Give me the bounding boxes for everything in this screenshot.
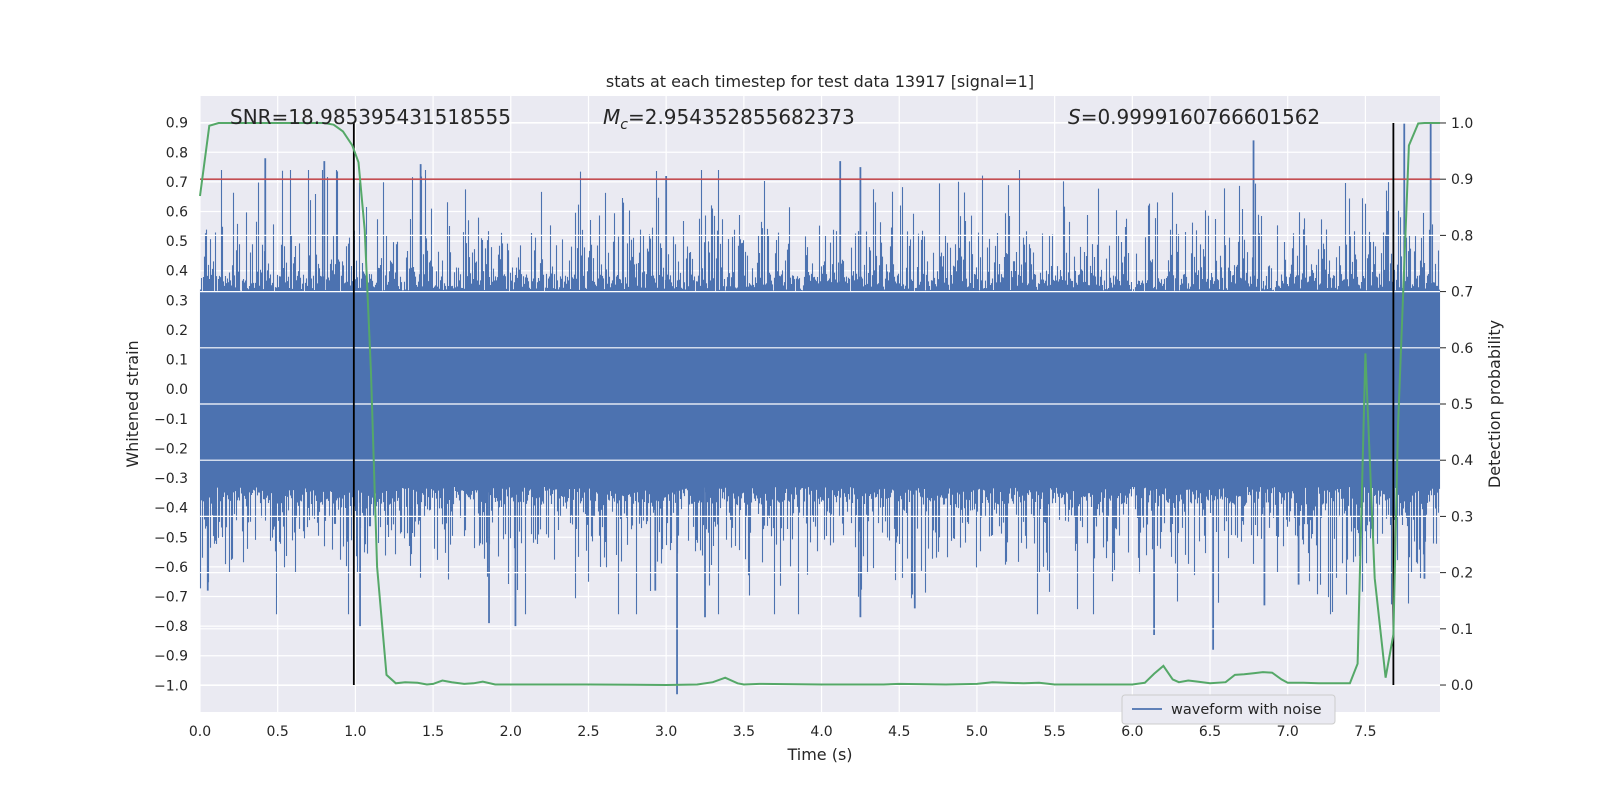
x-axis-label: Time (s) bbox=[786, 745, 852, 764]
right-y-tick-label: 0.5 bbox=[1451, 397, 1473, 413]
right-y-tick-label: 0.1 bbox=[1451, 622, 1473, 638]
x-tick-label: 0.5 bbox=[267, 724, 289, 740]
right-y-tick-label: 0.0 bbox=[1451, 678, 1473, 694]
left-y-tick-label: −0.6 bbox=[154, 560, 188, 576]
left-y-tick-label: 0.6 bbox=[166, 205, 188, 221]
x-tick-label: 4.0 bbox=[810, 724, 832, 740]
right-y-tick-label: 0.3 bbox=[1451, 509, 1473, 525]
left-y-tick-label: −0.5 bbox=[154, 530, 188, 546]
chirp-mass-annotation: Mc=2.954352855682373 bbox=[603, 105, 855, 133]
x-tick-label: 5.5 bbox=[1044, 724, 1066, 740]
left-y-tick-label: −0.7 bbox=[154, 590, 188, 606]
right-y-tick-label: 0.6 bbox=[1451, 341, 1473, 357]
x-tick-label: 5.0 bbox=[966, 724, 988, 740]
probability-series bbox=[199, 122, 1440, 687]
right-y-axis-label: Detection probability bbox=[1485, 320, 1504, 488]
legend: waveform with noise bbox=[1121, 694, 1336, 725]
x-tick-label: 3.0 bbox=[655, 724, 677, 740]
detection-probability-line bbox=[199, 122, 1440, 687]
x-tick-label: 7.0 bbox=[1277, 724, 1299, 740]
x-tick-label: 6.5 bbox=[1199, 724, 1221, 740]
left-y-tick-label: 0.1 bbox=[166, 353, 188, 369]
left-y-tick-label: 0.9 bbox=[166, 116, 188, 132]
left-y-tick-label: 0.7 bbox=[166, 175, 188, 191]
right-y-tick-label: 0.8 bbox=[1451, 228, 1473, 244]
left-y-tick-label: −0.8 bbox=[154, 619, 188, 635]
right-y-tick-label: 0.7 bbox=[1451, 285, 1473, 301]
chirp-mass-subscript: c bbox=[620, 117, 628, 133]
right-y-tick-label: 1.0 bbox=[1451, 116, 1473, 132]
left-y-tick-label: 0.3 bbox=[166, 293, 188, 309]
score-value: =0.9999160766601562 bbox=[1081, 105, 1320, 129]
x-tick-label: 2.5 bbox=[577, 724, 599, 740]
right-y-tick-label: 0.4 bbox=[1451, 453, 1473, 469]
x-tick-label: 0.0 bbox=[189, 724, 211, 740]
strain-series bbox=[199, 122, 1441, 695]
left-y-tick-label: −0.1 bbox=[154, 412, 188, 428]
chirp-mass-value: =2.954352855682373 bbox=[628, 105, 855, 129]
left-y-axis-label: Whitened strain bbox=[123, 340, 142, 467]
chirp-mass-symbol: M bbox=[603, 105, 620, 129]
right-y-tick-labels: 1.0 0.9 0.8 0.7 0.6 0.5 0.4 0.3 0.2 0.1 0.0 bbox=[1440, 116, 1473, 694]
score-annotation: S=0.9999160766601562 bbox=[1068, 105, 1320, 129]
x-tick-label: 7.5 bbox=[1354, 724, 1376, 740]
x-tick-label: 6.0 bbox=[1121, 724, 1143, 740]
left-y-tick-label: 0.8 bbox=[166, 145, 188, 161]
left-y-tick-label: −0.2 bbox=[154, 441, 188, 457]
x-tick-label: 1.0 bbox=[344, 724, 366, 740]
chart-title: stats at each timestep for test data 139… bbox=[606, 72, 1034, 91]
snr-annotation: SNR=18.985395431518555 bbox=[230, 105, 511, 129]
right-y-tick-label: 0.9 bbox=[1451, 172, 1473, 188]
left-y-tick-label: 0.5 bbox=[166, 234, 188, 250]
left-y-tick-label: 0.4 bbox=[166, 264, 188, 280]
left-y-tick-label: 0.0 bbox=[166, 382, 188, 398]
x-tick-label: 4.5 bbox=[888, 724, 910, 740]
left-y-tick-label: −1.0 bbox=[154, 678, 188, 694]
legend-box bbox=[1121, 694, 1336, 725]
left-y-tick-label: −0.3 bbox=[154, 471, 188, 487]
legend-entry-waveform: waveform with noise bbox=[1171, 702, 1322, 718]
score-symbol: S bbox=[1068, 105, 1081, 129]
x-tick-label: 1.5 bbox=[422, 724, 444, 740]
x-tick-labels: 0.0 0.5 1.0 1.5 2.0 2.5 3.0 3.5 4.0 4.5 5.0 5.5 6.0 6… bbox=[189, 724, 1377, 740]
left-y-tick-label: −0.9 bbox=[154, 649, 188, 665]
left-y-tick-label: −0.4 bbox=[154, 501, 188, 517]
left-y-tick-label: 0.2 bbox=[166, 323, 188, 339]
x-tick-label: 3.5 bbox=[733, 724, 755, 740]
left-y-tick-labels: 0.9 0.8 0.7 0.6 0.5 0.4 0.3 0.2 0.1 0.0 −0.1 −0.2 −0… bbox=[154, 116, 188, 695]
right-y-tick-label: 0.2 bbox=[1451, 566, 1473, 582]
x-tick-label: 2.0 bbox=[500, 724, 522, 740]
